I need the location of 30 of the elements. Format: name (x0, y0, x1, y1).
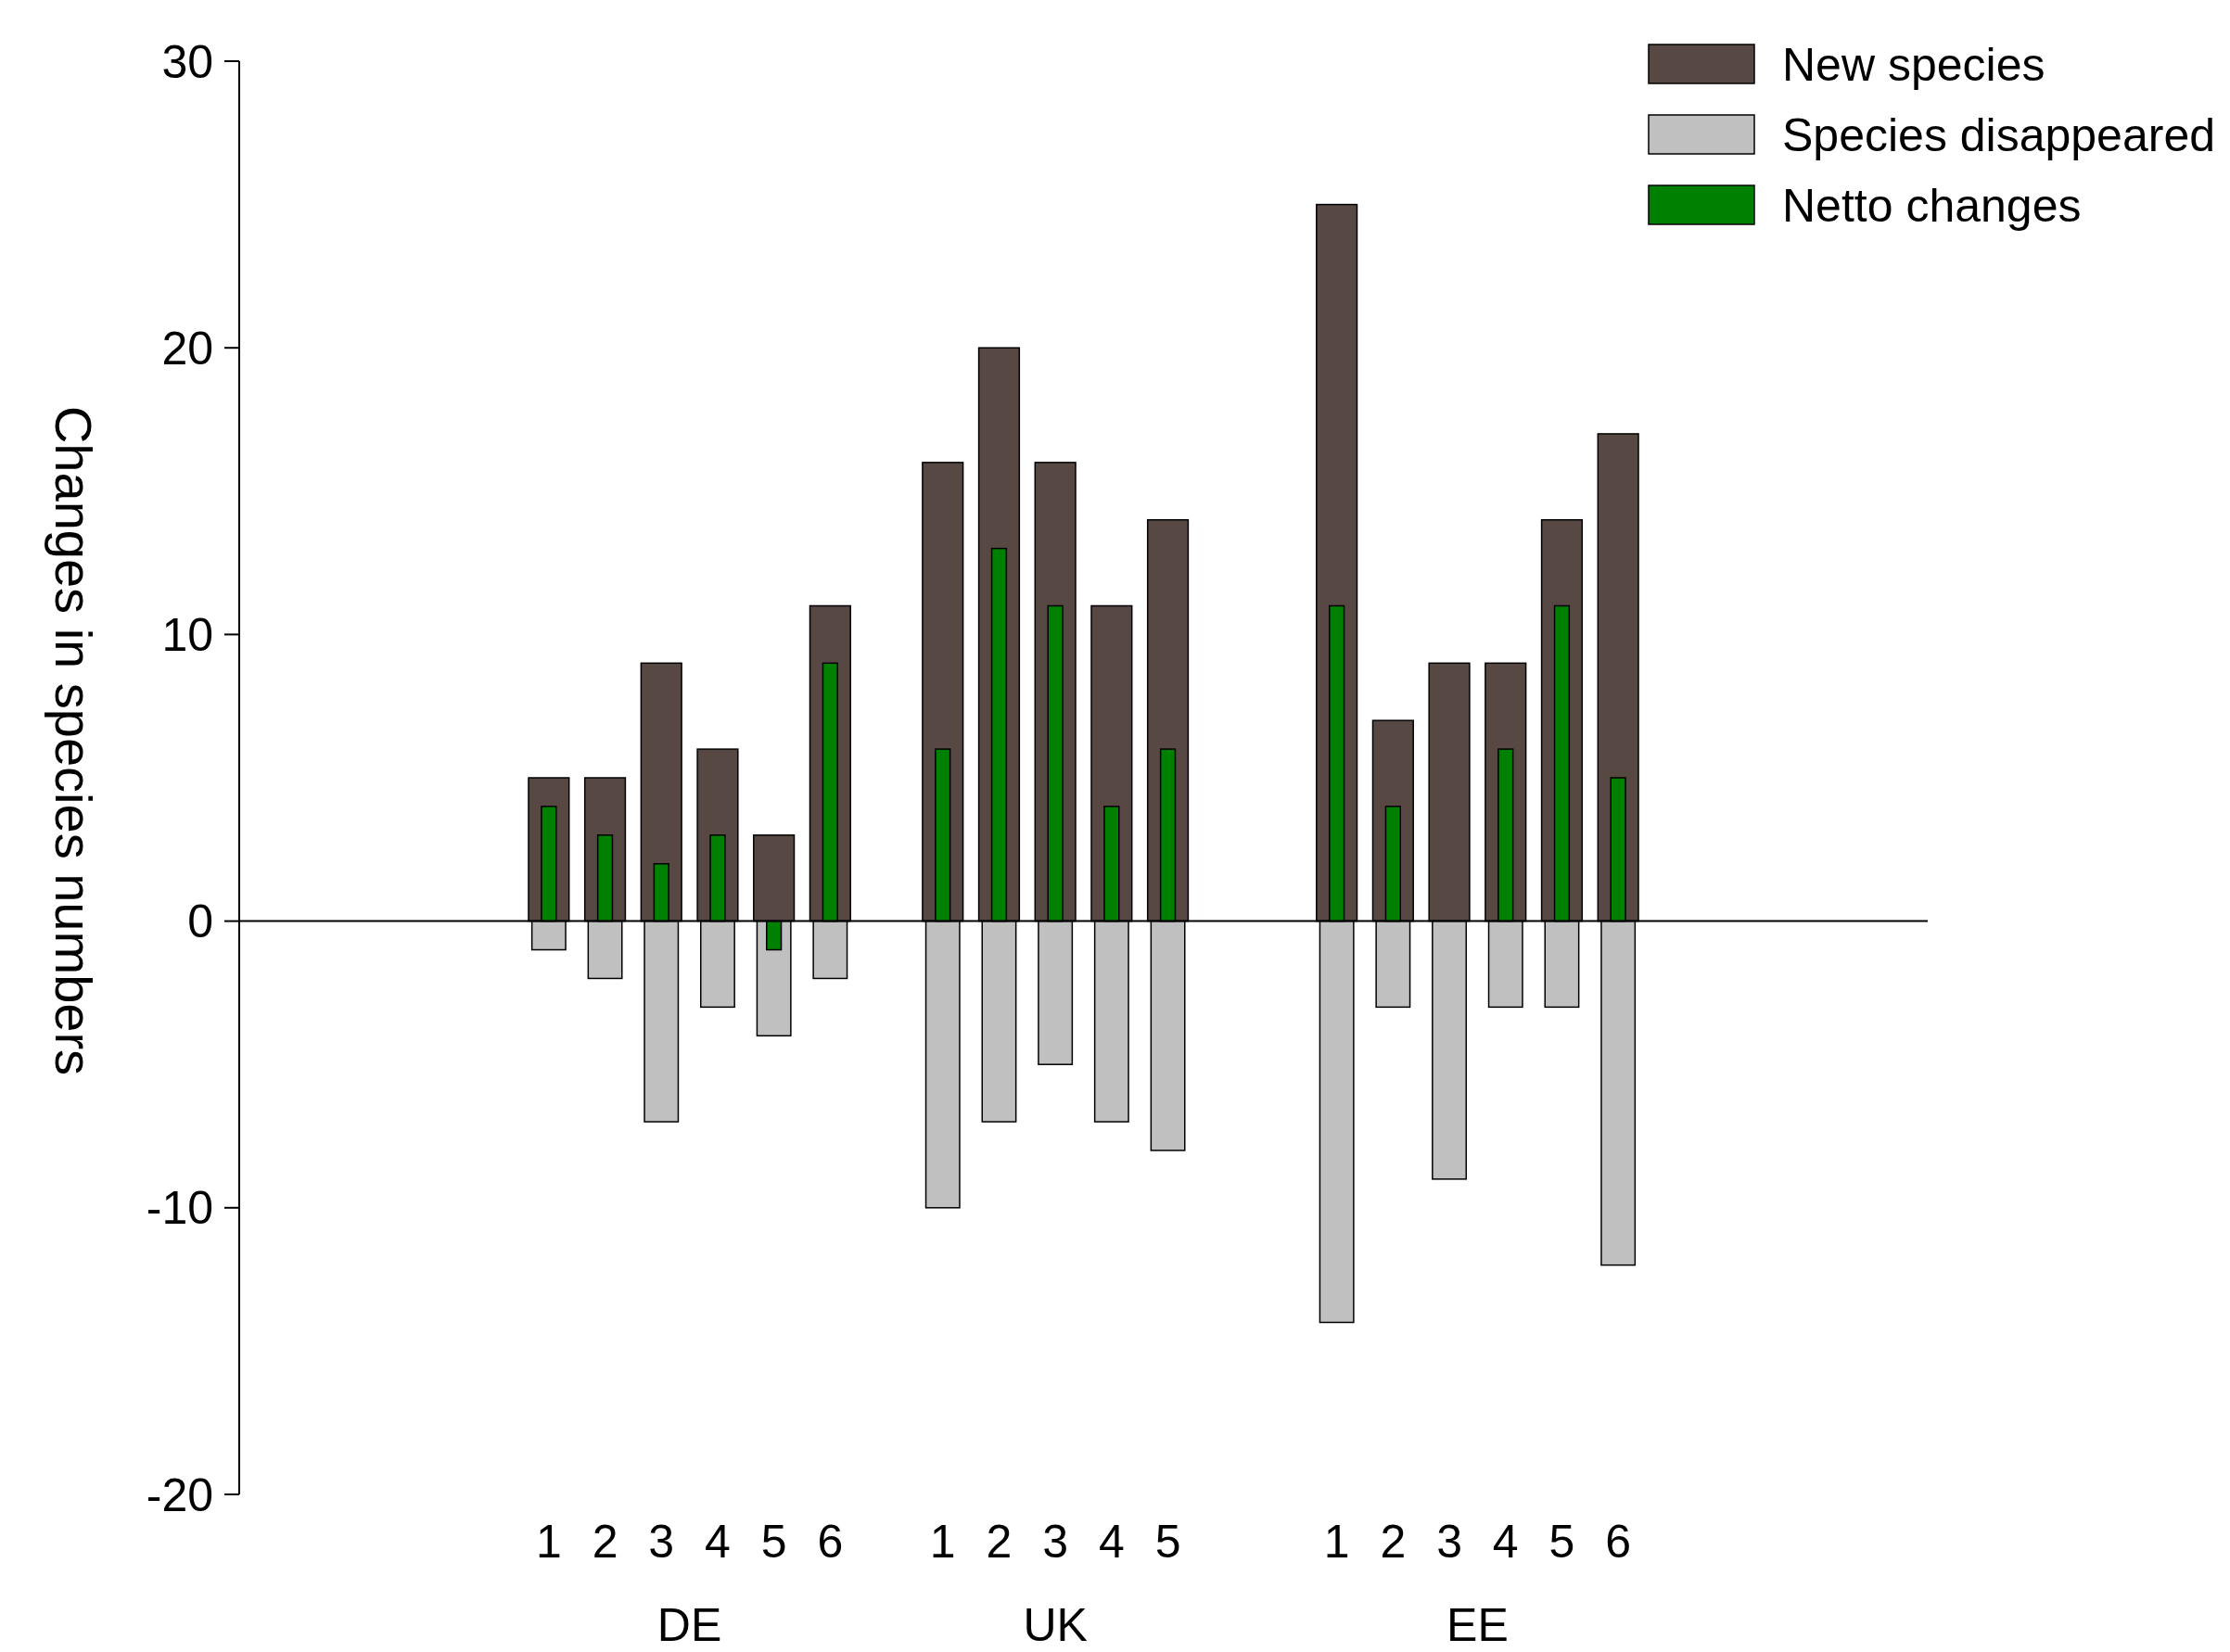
x-tick-label: 2 (592, 1516, 618, 1568)
x-tick-label: 3 (1042, 1516, 1069, 1568)
text: EE (1446, 1599, 1509, 1651)
y-axis-title: Changes in species numbers (45, 405, 103, 1076)
y-tick-label: 20 (161, 322, 213, 375)
legend-label: Species disappeared (1782, 108, 2215, 161)
x-tick-label: 5 (760, 1516, 787, 1568)
y-tick-label: -10 (146, 1182, 213, 1235)
y-tick-label: -20 (146, 1468, 213, 1521)
x-tick-label: 4 (1492, 1516, 1519, 1568)
legend-label: Netto changes (1782, 179, 2082, 232)
x-tick-label: 1 (1323, 1516, 1350, 1568)
x-tick-label: 6 (1605, 1516, 1632, 1568)
text: DE (656, 1599, 722, 1651)
y-tick-label: 30 (161, 35, 213, 88)
x-tick-label: 4 (705, 1516, 731, 1568)
y-tick-label: 10 (161, 608, 213, 661)
x-tick-label: 2 (1380, 1516, 1407, 1568)
x-tick-label: 5 (1154, 1516, 1181, 1568)
x-tick-label: 3 (1436, 1516, 1462, 1568)
x-tick-label: 5 (1548, 1516, 1575, 1568)
x-tick-label: 4 (1098, 1516, 1125, 1568)
x-tick-label: 6 (817, 1516, 844, 1568)
x-tick-label: 3 (648, 1516, 675, 1568)
x-tick-label: 2 (986, 1516, 1013, 1568)
legend-label: New species (1782, 38, 2045, 91)
y-tick-label: 0 (187, 896, 213, 948)
x-tick-label: 1 (929, 1516, 956, 1568)
text: UK (1023, 1599, 1088, 1651)
x-tick-label: 1 (535, 1516, 562, 1568)
